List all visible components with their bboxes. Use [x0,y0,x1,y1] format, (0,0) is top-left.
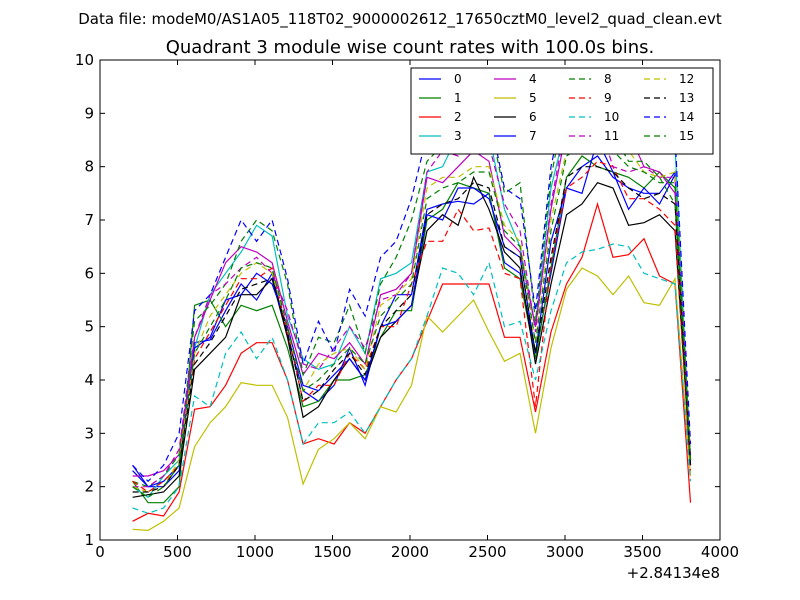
x-tick-label: 3500 [623,543,661,561]
y-tick-label: 6 [84,264,94,282]
legend-label-2: 2 [454,110,462,124]
y-tick-label: 8 [84,158,94,176]
y-tick-label: 1 [84,531,94,549]
legend-label-5: 5 [529,91,537,105]
legend-label-13: 13 [679,91,694,105]
series-line-5 [132,267,692,532]
legend-label-9: 9 [604,91,612,105]
y-tick-label: 5 [84,318,94,336]
y-tick-label: 3 [84,424,94,442]
legend-label-6: 6 [529,110,537,124]
legend-label-8: 8 [604,72,612,86]
x-tick-label: 500 [163,543,192,561]
x-tick-label: 1500 [313,543,351,561]
chart-suptitle: Data file: modeM0/AS1A05_118T02_90000026… [78,10,722,29]
ticks-layer: 0 500 1000 1500 2000 2500 3000 3500 400012345678… [75,51,739,561]
legend-label-4: 4 [529,72,537,86]
y-tick-label: 10 [75,51,94,69]
x-tick-label: 0 [95,543,105,561]
series-line-13 [132,166,692,493]
y-tick-label: 2 [84,478,94,496]
series-line-0 [132,155,692,488]
x-tick-label: 3000 [546,543,584,561]
legend-label-15: 15 [679,129,694,143]
legend-label-7: 7 [529,129,537,143]
legend-label-14: 14 [679,110,694,124]
legend-label-11: 11 [604,129,619,143]
plot-frame [99,59,721,541]
legend-box [410,67,714,155]
y-tick-label: 4 [84,371,94,389]
x-tick-label: 1000 [236,543,274,561]
y-tick-label: 7 [84,211,94,229]
legend-label-10: 10 [604,110,619,124]
legend-label-0: 0 [454,72,462,86]
legend-label-3: 3 [454,129,462,143]
x-tick-label: 2000 [391,543,429,561]
series-line-10 [132,243,692,514]
x-offset-label: +2.84134e8 [627,564,720,582]
x-tick-label: 2500 [468,543,506,561]
chart-title: Quadrant 3 module wise count rates with … [166,37,655,58]
legend-label-1: 1 [454,91,462,105]
legend-label-12: 12 [679,72,694,86]
x-tick-label: 4000 [701,543,739,561]
y-tick-label: 9 [84,104,94,122]
